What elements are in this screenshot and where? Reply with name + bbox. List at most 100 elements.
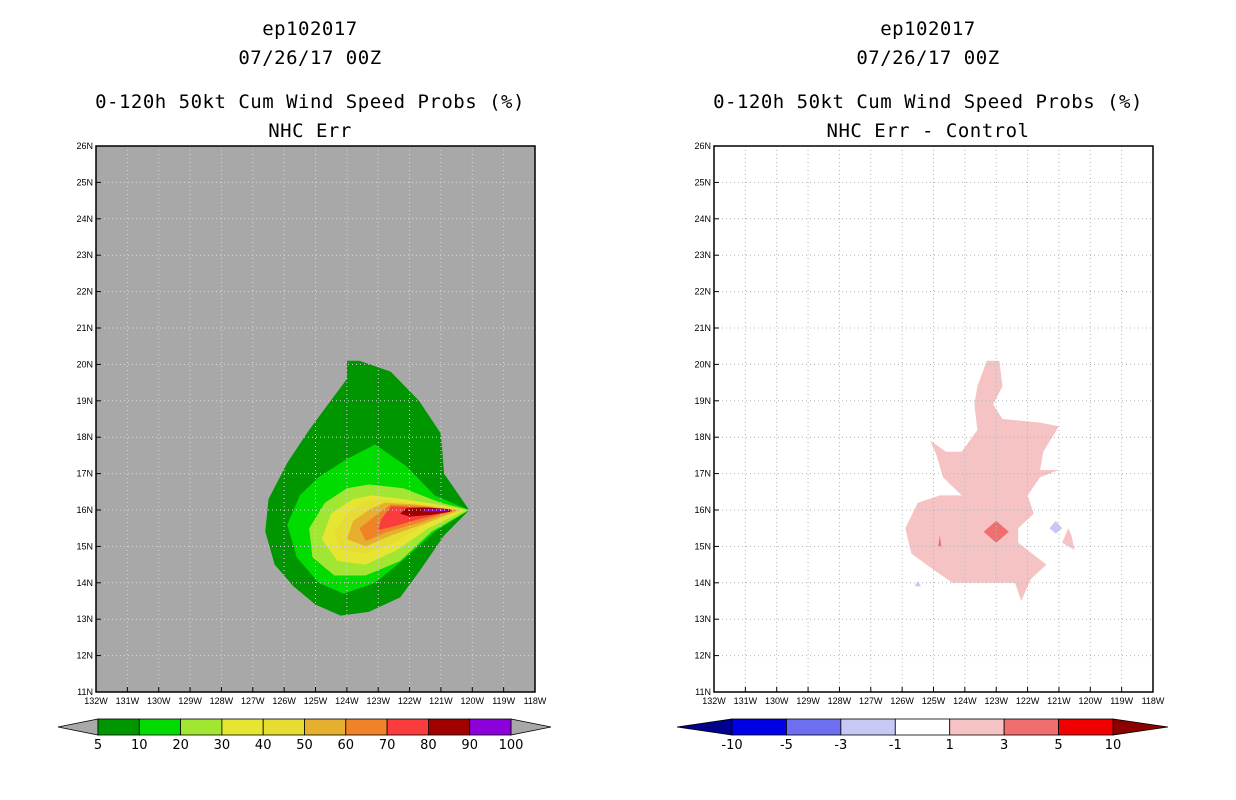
right-ytick-label-25N: 25N xyxy=(694,177,711,187)
left-xtick-label-124W: 124W xyxy=(335,696,359,706)
right-colorbar-high-arrow xyxy=(1112,718,1169,736)
left-colorbar-label-0: 5 xyxy=(94,738,102,753)
right-colorbar-label-7: 10 xyxy=(1105,738,1122,753)
right-colorbar-label-0: -10 xyxy=(721,738,742,753)
right-contour-3-3 xyxy=(938,535,942,547)
right-xtick-label-131W: 131W xyxy=(734,696,758,706)
left-chart: 132W 131W 130W 129W 128W 127W 126W 125W 124W 123W… xyxy=(57,141,552,753)
left-colorbar-high-arrow xyxy=(510,718,552,736)
left-xtick-label-126W: 126W xyxy=(272,696,296,706)
right-colorbar-label-3: -1 xyxy=(889,738,902,753)
left-ytick-label-14N: 14N xyxy=(76,578,93,588)
right-ytick-label-23N: 23N xyxy=(694,250,711,260)
left-xtick-label-118W: 118W xyxy=(524,696,547,706)
left-ytick-label-22N: 22N xyxy=(76,287,93,297)
left-chart-title: 0-120h 50kt Cum Wind Speed Probs (%) xyxy=(95,91,525,113)
right-ytick-label-21N: 21N xyxy=(694,323,711,333)
right-colorbar-label-5: 3 xyxy=(1000,738,1008,753)
right-contour-3-2 xyxy=(983,520,1009,543)
left-ytick-label-19N: 19N xyxy=(76,396,93,406)
left-colorbar-label-5: 50 xyxy=(296,738,313,753)
left-colorbar: 5 10 20 30 40 50 60 70 80 90 100 xyxy=(57,718,552,753)
right-colorbar-swatch-0 xyxy=(731,718,787,736)
left-colorbar-swatch-3 xyxy=(221,718,264,736)
right-ytick-label-20N: 20N xyxy=(694,359,711,369)
right-xtick-label-127W: 127W xyxy=(859,696,883,706)
left-datetime: 07/26/17 00Z xyxy=(238,47,382,69)
left-ytick-label-18N: 18N xyxy=(76,432,93,442)
right-xtick-label-125W: 125W xyxy=(922,696,946,706)
left-xtick-label-128W: 128W xyxy=(210,696,234,706)
left-ytick-label-20N: 20N xyxy=(76,359,93,369)
right-xtick-label-118W: 118W xyxy=(1142,696,1165,706)
right-xtick-label-126W: 126W xyxy=(890,696,914,706)
right-ytick-label-22N: 22N xyxy=(694,287,711,297)
left-xtick-label-122W: 122W xyxy=(398,696,422,706)
right-xtick-label-129W: 129W xyxy=(796,696,820,706)
left-xtick-label-119W: 119W xyxy=(492,696,515,706)
right-contour-1-1 xyxy=(1062,528,1075,550)
right-xtick-label-122W: 122W xyxy=(1016,696,1040,706)
right-ytick-label-15N: 15N xyxy=(694,541,711,551)
left-colorbar-label-6: 60 xyxy=(338,738,355,753)
left-colorbar-swatch-2 xyxy=(180,718,223,736)
right-datetime: 07/26/17 00Z xyxy=(856,47,1000,69)
right-colorbar-swatch-6 xyxy=(1058,718,1114,736)
right-ytick-label-19N: 19N xyxy=(694,396,711,406)
left-ytick-label-12N: 12N xyxy=(76,651,93,661)
right-colorbar-label-2: -3 xyxy=(834,738,847,753)
left-ytick-label-17N: 17N xyxy=(76,469,93,479)
right-chart: 132W 131W 130W 129W 128W 127W 126W 125W 124W 123W… xyxy=(676,141,1169,753)
right-colorbar-swatch-2 xyxy=(840,718,896,736)
left-colorbar-swatch-5 xyxy=(304,718,347,736)
left-ytick-label-16N: 16N xyxy=(76,505,93,515)
right-chart-title: 0-120h 50kt Cum Wind Speed Probs (%) xyxy=(713,91,1143,113)
right-colorbar-label-4: 1 xyxy=(946,738,954,753)
left-colorbar-label-2: 20 xyxy=(172,738,189,753)
left-xtick-label-127W: 127W xyxy=(241,696,265,706)
right-ytick-label-26N: 26N xyxy=(694,141,711,151)
left-colorbar-swatch-9 xyxy=(469,718,512,736)
right-ytick-label-11N: 11N xyxy=(695,687,711,697)
right-colorbar-swatch-4 xyxy=(949,718,1005,736)
right-contour-neg1-5 xyxy=(914,581,921,587)
left-storm-id: ep102017 xyxy=(262,18,358,40)
left-ytick-label-15N: 15N xyxy=(76,541,93,551)
right-chart-subtitle: NHC Err - Control xyxy=(826,120,1030,142)
right-storm-id: ep102017 xyxy=(880,18,976,40)
right-colorbar-low-arrow xyxy=(676,718,733,736)
left-ytick-label-26N: 26N xyxy=(76,141,93,151)
right-ytick-label-13N: 13N xyxy=(694,614,711,624)
right-xtick-label-121W: 121W xyxy=(1047,696,1071,706)
left-ytick-label-24N: 24N xyxy=(76,214,93,224)
right-ytick-label-17N: 17N xyxy=(694,469,711,479)
left-ytick-label-13N: 13N xyxy=(76,614,93,624)
left-colorbar-swatch-8 xyxy=(427,718,471,736)
right-xtick-label-119W: 119W xyxy=(1110,696,1133,706)
left-xtick-label-132W: 132W xyxy=(84,696,108,706)
left-colorbar-label-9: 90 xyxy=(461,738,478,753)
left-colorbar-label-8: 80 xyxy=(420,738,437,753)
right-ytick-label-18N: 18N xyxy=(694,432,711,442)
right-colorbar-swatch-3 xyxy=(894,718,951,736)
right-colorbar: -10 -5 -3 -1 1 3 5 10 xyxy=(676,718,1169,753)
left-ytick-label-25N: 25N xyxy=(76,177,93,187)
left-ytick-label-21N: 21N xyxy=(76,323,93,333)
left-colorbar-label-1: 10 xyxy=(131,738,148,753)
left-xtick-label-130W: 130W xyxy=(147,696,171,706)
right-xtick-label-130W: 130W xyxy=(765,696,789,706)
left-colorbar-label-3: 30 xyxy=(214,738,231,753)
left-xtick-label-125W: 125W xyxy=(304,696,328,706)
left-ytick-label-23N: 23N xyxy=(76,250,93,260)
left-xtick-label-121W: 121W xyxy=(429,696,453,706)
left-colorbar-swatch-6 xyxy=(345,718,388,736)
right-xtick-label-128W: 128W xyxy=(828,696,852,706)
right-ytick-label-16N: 16N xyxy=(694,505,711,515)
right-contour-1-0 xyxy=(905,360,1059,601)
left-chart-subtitle: NHC Err xyxy=(268,120,352,142)
left-colorbar-label-4: 40 xyxy=(255,738,272,753)
left-xtick-label-131W: 131W xyxy=(116,696,140,706)
right-ytick-label-24N: 24N xyxy=(694,214,711,224)
left-ytick-label-11N: 11N xyxy=(77,687,93,697)
